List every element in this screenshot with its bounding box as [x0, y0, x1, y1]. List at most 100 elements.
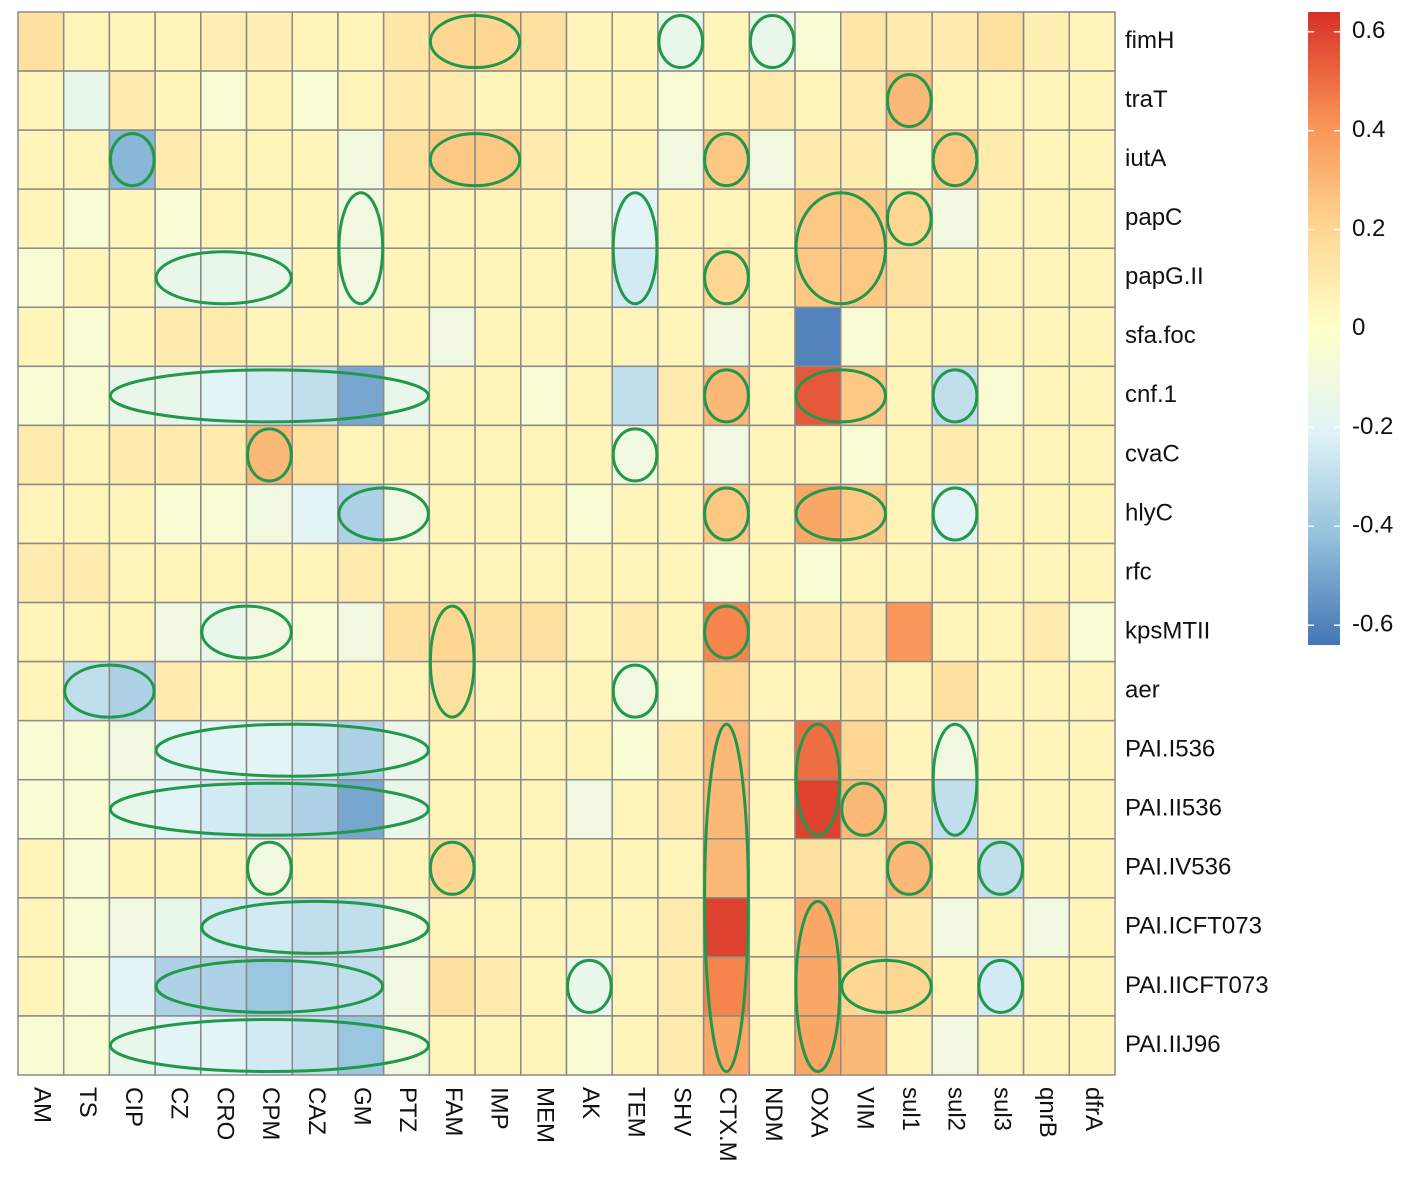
highlight-ellipse [794, 368, 887, 424]
cell [840, 306, 888, 368]
cell [1022, 838, 1071, 899]
cell [840, 424, 888, 486]
cell [428, 424, 476, 486]
cell [1068, 601, 1116, 663]
cell [62, 306, 111, 368]
cell [565, 188, 613, 249]
cell [1068, 838, 1116, 899]
cell [565, 483, 613, 545]
cell [977, 719, 1025, 781]
row-label: kpsMTII [1125, 617, 1210, 644]
row-label: PAI.I536 [1125, 736, 1215, 763]
cell [657, 188, 705, 249]
row-label: rfc [1125, 558, 1152, 585]
cell [520, 601, 568, 663]
column-label: sul1 [897, 1087, 924, 1131]
cell [840, 897, 888, 958]
cell [337, 660, 385, 722]
column-label: GM [348, 1087, 375, 1126]
cell [291, 424, 339, 486]
column-label: TS [74, 1087, 101, 1118]
cell [657, 542, 705, 604]
cell [62, 838, 111, 899]
cell [17, 660, 65, 722]
column-label: AK [577, 1087, 604, 1119]
cell [520, 660, 568, 722]
cell [885, 601, 933, 663]
highlight-ellipse [657, 14, 705, 70]
cell [885, 838, 933, 899]
cell [428, 129, 476, 190]
cell [1022, 956, 1071, 1017]
cell [840, 660, 888, 722]
highlight-ellipse [337, 191, 385, 306]
colorbar-tick-label: 0.2 [1352, 215, 1385, 242]
highlight-ellipse [246, 840, 293, 896]
cell [840, 719, 888, 781]
cell [885, 11, 933, 72]
cell [108, 778, 156, 840]
cell [474, 129, 522, 190]
cell [885, 247, 933, 309]
cell [748, 838, 796, 899]
cell [931, 660, 979, 722]
cell [931, 838, 979, 899]
cell [611, 956, 659, 1017]
highlight-ellipse [885, 191, 933, 247]
cell [657, 129, 705, 190]
cell [702, 483, 751, 545]
cell [337, 70, 385, 131]
cell [702, 778, 751, 840]
highlight-ellipse [154, 722, 430, 778]
cell [1068, 70, 1116, 131]
cell [520, 1015, 568, 1076]
cell [520, 483, 568, 545]
cell [108, 1015, 156, 1076]
cell [108, 897, 156, 958]
cell [200, 70, 248, 131]
cell [154, 601, 202, 663]
cell [17, 70, 65, 131]
cell [200, 424, 248, 486]
highlight-ellipse [703, 722, 750, 1073]
cell [885, 483, 933, 545]
colorbar-tick-label: -0.6 [1352, 611, 1393, 638]
cell [565, 601, 613, 663]
cell [17, 1015, 65, 1076]
cell [702, 365, 751, 427]
column-label: sul2 [943, 1087, 970, 1131]
cell [657, 424, 705, 486]
cell [794, 778, 842, 840]
cell [1022, 365, 1071, 427]
cell [291, 778, 339, 840]
column-label: IMP [486, 1087, 513, 1130]
cell [611, 365, 659, 427]
column-label: sul3 [988, 1087, 1015, 1131]
cell [200, 11, 248, 72]
cell [337, 424, 385, 486]
cell [1022, 424, 1071, 486]
cell [794, 70, 842, 131]
cell [977, 11, 1025, 72]
cell [611, 483, 659, 545]
cell [1022, 70, 1071, 131]
cell [428, 897, 476, 958]
cell [794, 719, 842, 781]
cell [17, 11, 65, 72]
cell [1068, 129, 1116, 190]
cell [108, 719, 156, 781]
highlight-ellipse [794, 191, 887, 306]
cell [885, 424, 933, 486]
cell [702, 838, 751, 899]
cell [62, 660, 111, 722]
row-label: papG.II [1125, 263, 1204, 290]
cell [474, 70, 522, 131]
cell [520, 719, 568, 781]
cell [794, 306, 842, 368]
cell [337, 247, 385, 309]
cell [748, 601, 796, 663]
cell [154, 70, 202, 131]
cell [291, 838, 339, 899]
colorbar-tick-label: -0.4 [1352, 512, 1393, 539]
cell [474, 542, 522, 604]
